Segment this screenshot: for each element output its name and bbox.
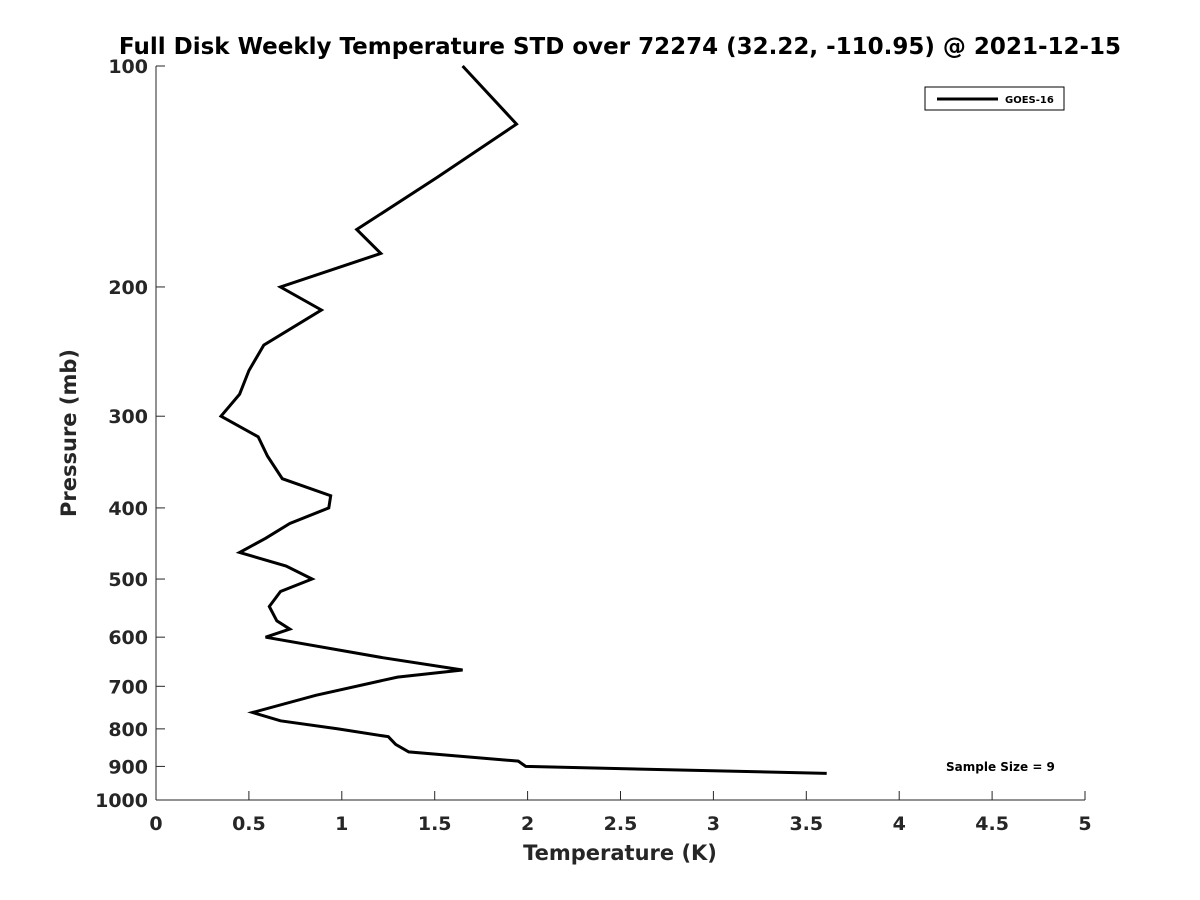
x-tick-label: 2 bbox=[521, 813, 534, 835]
y-tick-label: 900 bbox=[108, 756, 148, 778]
y-axis-label: Pressure (mb) bbox=[57, 349, 81, 517]
y-tick-label: 100 bbox=[108, 56, 148, 78]
x-axis-label: Temperature (K) bbox=[523, 841, 717, 865]
x-tick-label: 1 bbox=[335, 813, 348, 835]
x-tick-label: 3 bbox=[707, 813, 720, 835]
legend-label-goes-16: GOES-16 bbox=[1005, 95, 1054, 106]
x-tick-label: 3.5 bbox=[789, 813, 823, 835]
x-tick-label: 2.5 bbox=[604, 813, 638, 835]
axes bbox=[155, 66, 1085, 801]
series-line-goes-16 bbox=[218, 64, 827, 775]
x-tick-label: 1.5 bbox=[418, 813, 452, 835]
x-tick-label: 0 bbox=[149, 813, 162, 835]
y-tick-label: 1000 bbox=[95, 790, 148, 812]
x-tick-label: 4.5 bbox=[975, 813, 1009, 835]
x-tick-label: 0.5 bbox=[232, 813, 266, 835]
chart-title: Full Disk Weekly Temperature STD over 72… bbox=[119, 34, 1121, 60]
y-axis-ticks: 100 200 300 400 500 600 700 800 900 1000 bbox=[95, 56, 165, 812]
x-tick-label: 5 bbox=[1078, 813, 1091, 835]
y-tick-label: 200 bbox=[108, 277, 148, 299]
y-tick-label: 400 bbox=[108, 498, 148, 520]
y-tick-label: 300 bbox=[108, 406, 148, 428]
y-tick-label: 700 bbox=[108, 676, 148, 698]
sample-size-annotation: Sample Size = 9 bbox=[946, 760, 1055, 774]
y-tick-label: 800 bbox=[108, 719, 148, 741]
y-tick-label: 500 bbox=[108, 569, 148, 591]
x-tick-label: 4 bbox=[893, 813, 906, 835]
x-axis-ticks: 0 0.5 1 1.5 2 2.5 3 3.5 4 4.5 5 bbox=[149, 791, 1092, 835]
y-tick-label: 600 bbox=[108, 627, 148, 649]
legend: GOES-16 bbox=[924, 86, 1065, 111]
